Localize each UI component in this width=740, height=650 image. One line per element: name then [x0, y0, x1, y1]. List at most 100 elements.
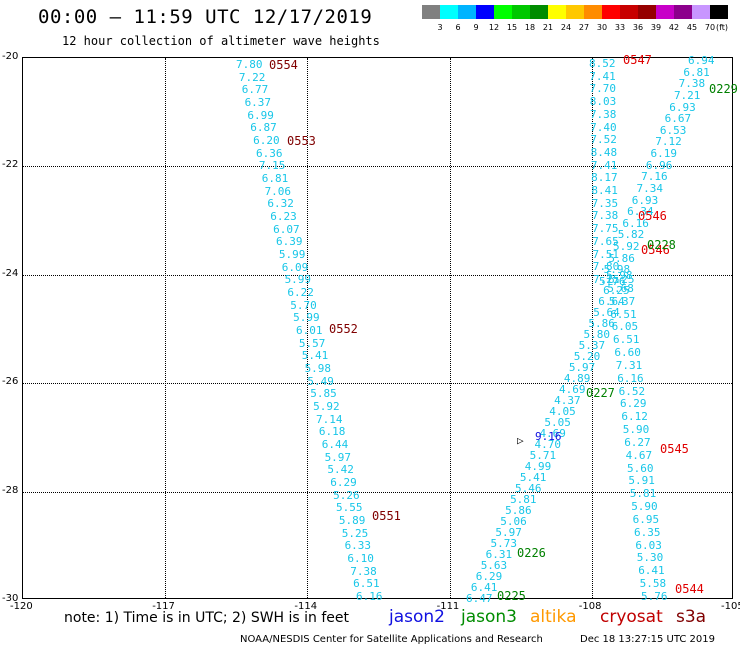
grid-line-horizontal: [23, 166, 732, 168]
y-axis-label: -24: [2, 267, 19, 279]
swh-value: 5.91: [628, 474, 655, 488]
swh-value: 5.41: [519, 471, 547, 484]
satellite-legend-item: jason2: [389, 607, 445, 627]
pass-label: 0228: [647, 238, 676, 252]
swh-value: 5.41: [301, 349, 329, 363]
swh-value: 5.76: [599, 275, 626, 288]
swh-value: 7.75: [592, 222, 619, 236]
swh-value: 6.27: [624, 435, 651, 449]
pass-label: 0229: [709, 82, 738, 96]
color-scale-tick: 42: [668, 23, 680, 32]
swh-value: 6.07: [273, 222, 300, 236]
swh-value: 5.70: [290, 298, 317, 312]
swh-value: 6.31: [485, 548, 513, 561]
color-swatch: [440, 5, 458, 19]
swh-value: 5.90: [631, 500, 658, 514]
swh-value: 6.51: [610, 307, 637, 321]
swh-value: 6.41: [638, 564, 665, 578]
swh-value: 7.65: [592, 234, 619, 248]
swh-value: 7.40: [590, 120, 617, 134]
swh-value: 6.34: [627, 205, 654, 219]
swh-value: 7.16: [641, 170, 668, 184]
swh-value: 6.05: [611, 320, 639, 334]
swh-value: 5.85: [310, 387, 337, 401]
y-axis-label: -28: [2, 484, 19, 496]
swh-value: 5.30: [636, 551, 664, 565]
swh-value: 5.58: [639, 577, 667, 591]
swh-value: 5.99: [293, 311, 320, 325]
swh-value: 5.81: [629, 487, 657, 501]
color-scale-tick: 9: [473, 23, 479, 32]
pass-label: 0546: [641, 243, 670, 257]
pass-label: 0553: [287, 134, 316, 148]
swh-value: 5.99: [284, 273, 312, 287]
x-axis-label: -120: [10, 601, 33, 612]
swh-value: 6.44: [321, 438, 349, 451]
color-scale-tick: 12: [488, 23, 500, 32]
y-axis-label: -20: [2, 51, 19, 62]
swh-value: 7.12: [655, 135, 682, 149]
pass-label: 0226: [517, 546, 546, 560]
swh-value: 6.47: [466, 592, 493, 605]
pass-label: 0547: [623, 53, 652, 67]
swh-value: 5.97: [495, 526, 522, 539]
color-swatch: [494, 5, 512, 19]
swh-value: 6.22: [287, 286, 314, 299]
swh-value: 6.19: [650, 147, 678, 161]
swh-value: 5.37: [578, 339, 606, 352]
swh-value: 6.10: [347, 552, 374, 565]
color-swatch: [530, 5, 548, 19]
swh-value: 6.94: [688, 54, 715, 67]
swh-value: 4.69: [559, 383, 586, 396]
swh-value: 7.21: [673, 88, 701, 102]
map-subtitle: 12 hour collection of altimeter wave hei…: [62, 34, 380, 48]
swh-value: 5.05: [544, 416, 571, 429]
swh-value: 6.16: [622, 216, 649, 230]
y-axis-label: -26: [2, 376, 19, 388]
swh-value: 6.20: [253, 134, 280, 147]
color-scale-tick: 6: [455, 23, 461, 32]
swh-value: 5.73: [490, 537, 517, 550]
satellite-legend-item: cryosat: [600, 607, 663, 627]
swh-value: 6.09: [281, 260, 309, 274]
color-scale-tick: 36: [632, 23, 644, 32]
swh-value: 5.49: [307, 374, 334, 388]
plot-area: 7.80 7.22 6.77 6.37 6.99 6.87 6.20 6.36 7.15 6.81…: [22, 53, 738, 604]
swh-value: 6.25: [608, 273, 635, 286]
swh-value: 5.46: [514, 482, 542, 495]
swh-value: 5.06: [500, 515, 527, 528]
swh-value: 6.18: [318, 425, 346, 439]
swh-value: 4.69: [539, 427, 566, 440]
swh-value: 8.17: [591, 171, 618, 185]
color-swatch: [602, 5, 620, 19]
footer-note: note: 1) Time is in UTC; 2) SWH is in fe…: [64, 610, 350, 626]
swh-value: 7.25: [593, 273, 620, 286]
swh-value: 7.80: [236, 58, 263, 71]
swh-value: 5.20: [573, 350, 601, 363]
swh-value: 7.06: [264, 184, 292, 198]
color-swatch: [710, 5, 728, 19]
color-scale-tick: 24: [560, 23, 572, 32]
swh-value: 5.63: [480, 559, 508, 572]
swh-value: 6.52: [618, 384, 646, 398]
pass-label: 0546: [638, 209, 667, 223]
swh-value: 7.38: [678, 77, 706, 91]
swh-value: 6.81: [261, 172, 289, 185]
swh-value: 6.96: [645, 158, 673, 172]
satellite-legend-item: altika: [530, 607, 577, 627]
swh-value: 5.37: [608, 294, 636, 308]
swh-value: 5.64: [593, 306, 620, 319]
swh-value: 6.33: [344, 539, 372, 553]
grid-line-vertical: [449, 58, 451, 598]
swh-value: 6.51: [353, 577, 380, 591]
swh-value: 6.35: [634, 525, 661, 539]
swh-value: 6.32: [267, 197, 294, 211]
grid-line-horizontal: [23, 274, 732, 276]
swh-value: 7.38: [591, 209, 619, 223]
swh-value: 5.81: [510, 493, 537, 506]
swh-value: 6.81: [683, 65, 710, 79]
swh-value: 7.38: [350, 564, 377, 578]
swh-value: 5.86: [505, 504, 532, 517]
footer-credit: NOAA/NESDIS Center for Satellite Applica…: [240, 634, 543, 645]
color-scale-tick: 45: [686, 23, 698, 32]
